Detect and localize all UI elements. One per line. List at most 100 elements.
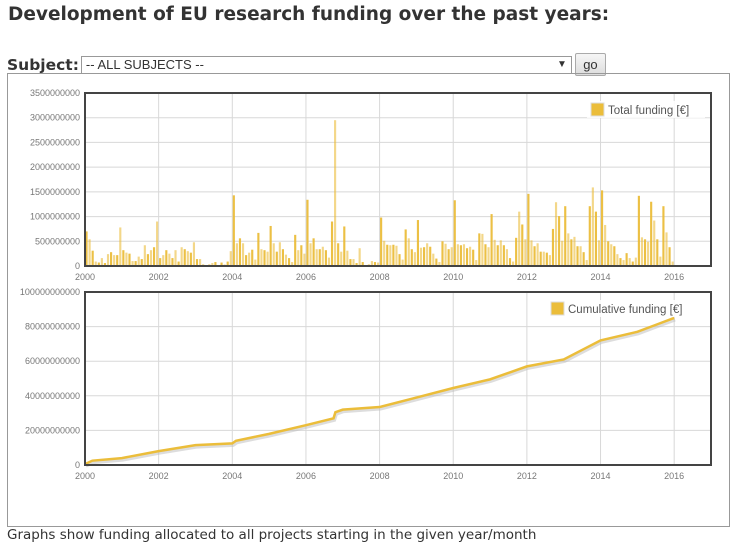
bar <box>376 262 380 266</box>
legend-box <box>587 101 705 118</box>
y-tick-label: 80000000000 <box>25 322 80 332</box>
x-tick-label: 2012 <box>517 471 537 481</box>
bar <box>143 245 146 266</box>
x-tick-label: 2004 <box>222 272 242 282</box>
bar <box>395 245 398 266</box>
bar <box>315 249 318 266</box>
x-tick-label: 2000 <box>75 471 95 481</box>
bar <box>634 257 637 266</box>
bar <box>91 250 94 266</box>
bar <box>588 206 591 266</box>
bar <box>426 243 429 266</box>
bar <box>469 246 472 266</box>
bar <box>177 261 180 266</box>
y-tick-label: 3000000000 <box>30 113 80 123</box>
bar <box>303 253 306 266</box>
bar <box>410 249 413 266</box>
bar <box>508 258 512 266</box>
bar <box>287 258 291 266</box>
bar <box>340 251 343 266</box>
bar <box>625 253 628 266</box>
bar <box>499 240 502 266</box>
bar <box>300 245 303 266</box>
x-tick-label: 2002 <box>149 272 169 282</box>
bar <box>487 247 490 266</box>
go-button[interactable]: go <box>574 53 606 76</box>
bar <box>419 247 423 266</box>
bar <box>180 247 183 266</box>
x-tick-label: 2012 <box>517 272 537 282</box>
bar <box>653 220 656 266</box>
bar <box>628 258 631 266</box>
y-tick-label: 0 <box>75 261 80 271</box>
bar <box>134 261 137 266</box>
bar <box>358 248 361 266</box>
bar <box>423 247 426 266</box>
bar <box>435 258 438 266</box>
bar <box>582 252 585 266</box>
y-tick-label: 100000000000 <box>20 287 80 297</box>
bar <box>189 252 192 266</box>
bar <box>619 258 622 266</box>
bar <box>131 261 134 266</box>
y-tick-label: 3500000000 <box>30 88 80 98</box>
bar <box>631 261 634 266</box>
bar <box>576 246 579 266</box>
bar <box>533 246 536 266</box>
bar <box>398 254 401 266</box>
legend-swatch <box>590 102 605 117</box>
bar <box>453 200 456 266</box>
bar <box>373 262 377 266</box>
subject-form: Subject: -- ALL SUBJECTS -- ▼ go <box>7 53 606 76</box>
bar <box>662 206 665 266</box>
bar <box>665 232 668 266</box>
y-tick-label: 2500000000 <box>30 137 80 147</box>
bar <box>229 251 232 266</box>
bar <box>257 232 260 266</box>
bar <box>548 255 551 266</box>
bar <box>640 237 644 266</box>
legend-swatch <box>550 301 565 316</box>
bar <box>254 259 257 266</box>
bar <box>416 220 420 266</box>
bar <box>496 245 499 266</box>
bar <box>183 249 186 266</box>
bar <box>165 250 168 266</box>
bar <box>137 256 140 266</box>
bar <box>321 246 324 266</box>
y-tick-label: 20000000000 <box>25 425 80 435</box>
bar <box>505 249 509 266</box>
bar <box>370 261 373 266</box>
bar <box>284 254 288 266</box>
bar <box>444 243 447 266</box>
bar <box>456 244 459 266</box>
bar <box>159 258 162 266</box>
x-tick-label: 2006 <box>296 471 316 481</box>
bar <box>637 195 640 266</box>
bar <box>671 261 674 266</box>
bar <box>579 246 582 266</box>
bar <box>607 241 610 266</box>
bar <box>198 259 202 266</box>
bar <box>539 251 542 266</box>
x-tick-label: 2016 <box>664 272 684 282</box>
bar <box>343 226 346 266</box>
bar <box>361 262 364 266</box>
bar <box>260 249 263 266</box>
bar <box>490 214 493 266</box>
x-tick-label: 2014 <box>591 272 611 282</box>
x-tick-label: 2008 <box>370 471 390 481</box>
bar <box>235 243 238 266</box>
bar <box>389 245 392 266</box>
bar <box>518 211 521 266</box>
y-tick-label: 2000000000 <box>30 162 80 172</box>
caption: Graphs show funding allocated to all pro… <box>7 527 537 543</box>
bar <box>103 263 107 266</box>
y-tick-label: 500000000 <box>35 236 80 246</box>
bar <box>600 190 604 266</box>
bar <box>567 233 570 266</box>
bar <box>156 221 159 266</box>
x-tick-label: 2002 <box>149 471 169 481</box>
bar <box>125 252 128 266</box>
bar <box>334 120 337 266</box>
